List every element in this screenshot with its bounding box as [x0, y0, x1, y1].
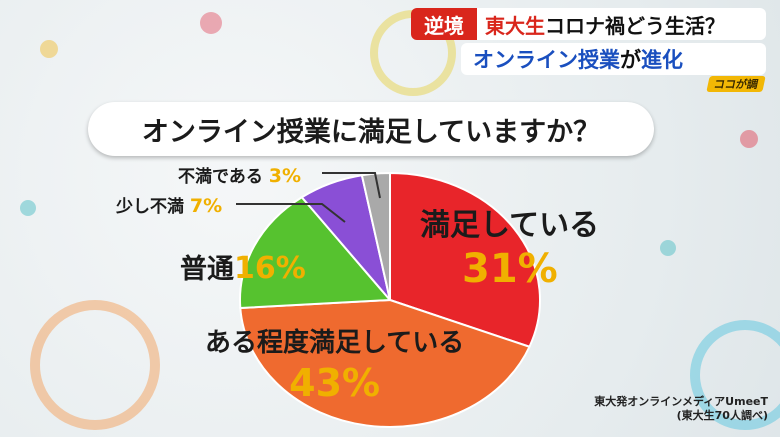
decor-dot [40, 40, 58, 58]
pie-slices [239, 171, 541, 428]
slice-label-normal-pct: 16% [234, 251, 306, 286]
header-tag: 逆境 [411, 8, 477, 40]
leader-line-slightly [236, 203, 346, 223]
header-line1-rest: コロナ禍どう生活？ [545, 13, 725, 38]
question-title: オンライン授業に満足していますか？ [88, 102, 654, 156]
source-line1: 東大発オンラインメディアUmeeT [594, 395, 768, 408]
slice-satisfied [389, 171, 541, 348]
slice-label-normal: 普通16% [180, 247, 306, 286]
decor-dot [740, 130, 758, 148]
source-line2: (東大生70人調べ) [676, 409, 768, 422]
slice-label-somewhat-pct: 43% [289, 361, 381, 405]
header-line2-ga: が [620, 48, 641, 72]
decor-dot [660, 240, 676, 256]
slice-somewhat [239, 298, 531, 428]
slice-label-dissatisfied: 不満である 3% [178, 162, 301, 187]
slice-label-somewhat-text: ある程度満足している [205, 328, 465, 358]
header-banner: 逆境 東大生 コロナ禍どう生活？ オンライン授業が進化 ココが調 [411, 8, 766, 92]
slice-label-normal-text: 普通 [180, 254, 234, 285]
leader-line-dissatisfied [322, 172, 381, 199]
slice-label-dissatisfied-pct: 3% [268, 165, 302, 187]
header-line1-red: 東大生 [485, 13, 545, 38]
decor-dot [200, 12, 222, 34]
decor-circle [30, 300, 160, 430]
slice-label-somewhat: ある程度満足している 43% [205, 322, 464, 405]
slice-label-satisfied-text: 満足している [420, 208, 600, 243]
header-line2-blue: オンライン授業 [473, 48, 620, 72]
header-line2: オンライン授業が進化 [461, 43, 766, 75]
decor-circle [690, 320, 780, 430]
header-line1: 東大生 コロナ禍どう生活？ [477, 8, 766, 40]
slice-label-slightly: 少し不満 7% [116, 192, 222, 217]
decor-dot [20, 200, 36, 216]
slice-label-dissatisfied-text: 不満である [178, 167, 263, 187]
slice-label-slightly-pct: 7% [189, 195, 223, 217]
leader-lines [236, 172, 381, 223]
slice-label-satisfied: 満足している 31% [420, 200, 599, 292]
header-line2-end: 進化 [641, 48, 683, 72]
source-note: 東大発オンラインメディアUmeeT (東大生70人調べ) [594, 395, 768, 423]
slice-label-slightly-text: 少し不満 [116, 197, 184, 217]
slice-label-satisfied-pct: 31% [462, 246, 558, 292]
